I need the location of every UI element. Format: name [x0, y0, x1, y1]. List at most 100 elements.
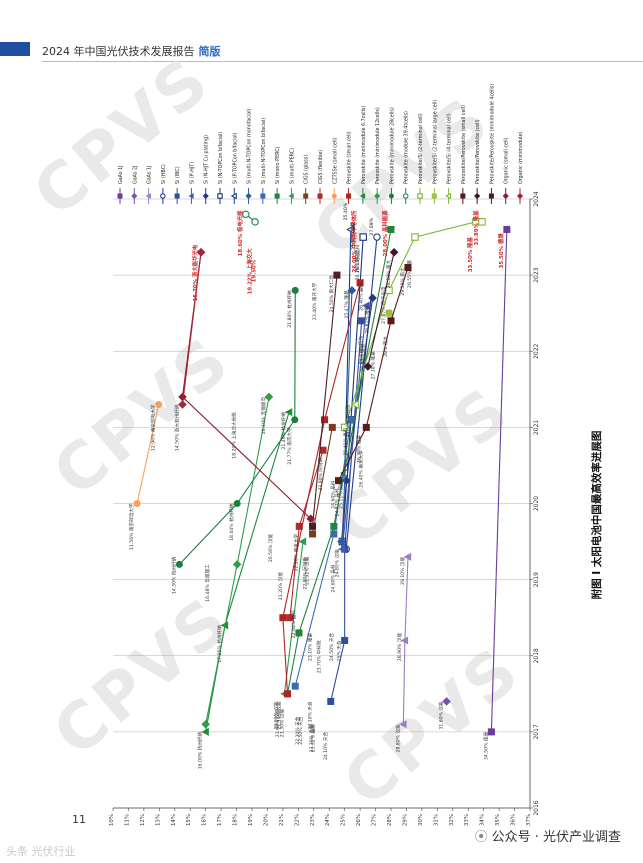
- annotation-label: 21.10% 汉能: [275, 701, 282, 730]
- legend-item: Si (HBC): [160, 164, 167, 204]
- data-point: [387, 225, 395, 233]
- year-tick-label: 2019: [533, 572, 540, 587]
- annotation-label: 23.10% 隆基: [306, 633, 313, 662]
- legend-item: Perovskite/Si (2-terminal large cell): [431, 100, 438, 204]
- efficiency-tick-label: 16%: [202, 814, 208, 826]
- data-point: [338, 537, 347, 546]
- annotation-label: 27.09%: [369, 217, 375, 235]
- annotation-label: 23.70% 中科院: [316, 640, 323, 673]
- data-point: [298, 537, 307, 546]
- efficiency-tick-label: 17%: [217, 814, 223, 826]
- data-point: [362, 301, 370, 310]
- legend-item: GaAs 1J: [145, 166, 153, 204]
- legend-item: GaAs 1J: [117, 166, 124, 204]
- annotation-label: 24.60% 晶科: [329, 564, 336, 593]
- legend-item: Perovskite (minimodule 12cells): [374, 107, 381, 204]
- legend-label: Perovskite/Si (4-terminal cell): [447, 113, 453, 184]
- data-point: [403, 552, 412, 561]
- legend-label: Si (N-TOPCon bifacial): [218, 132, 224, 184]
- legend-item: CIGS (glass): [303, 155, 310, 204]
- efficiency-tick-label: 34%: [480, 814, 486, 826]
- legend-item: Si (N-HJT Cu plating): [202, 135, 210, 204]
- series-group: [133, 401, 163, 507]
- series-line: [311, 275, 338, 527]
- annotation-label: 21.00% 汉能: [274, 709, 281, 738]
- legend-item: Si (multi-N-TOPCon bifacial): [260, 118, 267, 204]
- series-line: [136, 404, 160, 504]
- annotation-label: 20.90% 汉能: [272, 701, 279, 730]
- series-line: [312, 427, 333, 535]
- data-point: [442, 697, 451, 706]
- series-group: [284, 225, 395, 698]
- legend-swatch-marker: [402, 193, 409, 199]
- legend-swatch-marker: [359, 193, 366, 199]
- efficiency-tick-label: 10%: [109, 814, 115, 826]
- annotation-label: 22.30% 天合: [294, 716, 301, 745]
- annotation-label: 23.32% 晶澳: [310, 724, 317, 753]
- legend-item: Si (P-HJT): [188, 162, 195, 204]
- legend-label: CZTSSe (small cell): [332, 137, 338, 184]
- legend-label: Si (N-HJT Cu plating): [204, 135, 210, 184]
- data-point: [133, 499, 141, 507]
- annotation-label: 25.47% 隆基: [343, 290, 350, 319]
- series-group: [442, 697, 451, 706]
- series-group: [242, 210, 259, 226]
- annotation-label: 29.55% 隆基: [406, 260, 413, 289]
- legend-swatch-marker: [445, 192, 452, 200]
- legend-swatch-marker: [145, 193, 151, 199]
- annotation-label: 21.80% 杭州纤纳: [286, 290, 293, 328]
- annotation-label: 18.60% 极电光能: [236, 210, 244, 257]
- efficiency-tick-label: 31%: [433, 814, 439, 826]
- legend-item: Si (multi-PERC): [288, 148, 295, 204]
- data-point: [503, 225, 511, 233]
- annotation-label: 29.10% 南大: [399, 267, 406, 296]
- annotation-label: 23.20% 晶澳: [308, 724, 315, 753]
- legend-item: Perovskite/Perovskite (cell): [474, 119, 481, 204]
- legend-swatch-marker: [374, 192, 381, 200]
- data-point: [346, 224, 355, 234]
- data-point: [399, 720, 407, 729]
- efficiency-tick-label: 29%: [402, 814, 408, 826]
- data-point: [330, 522, 338, 530]
- legend-label: Perovskite (minimodule 6.7cells): [361, 106, 367, 184]
- efficiency-tick-label: 13%: [155, 814, 161, 826]
- legend-item: CIGS (flexible): [317, 150, 324, 204]
- legend-swatch-marker: [188, 193, 194, 199]
- series-line: [367, 252, 395, 367]
- data-point: [233, 499, 241, 507]
- annotation-label: 25.41% 晶科: [342, 427, 349, 456]
- legend-swatch-marker: [331, 193, 337, 199]
- legend-item: Si (N-TOPCon bifacial): [217, 132, 224, 204]
- annotation-label: 24.60% 晶科: [329, 480, 336, 509]
- legend-item: Perovskite (module 39.4tcells): [402, 111, 410, 204]
- legend-swatch-marker: [388, 193, 394, 199]
- annotation-label: 25.90% 隆基: [350, 221, 357, 250]
- data-point: [373, 233, 381, 241]
- header-title-text: 2024 年中国光伏技术发展报告: [42, 45, 195, 58]
- data-point: [347, 286, 357, 295]
- data-point: [478, 218, 486, 226]
- series-line: [282, 282, 361, 694]
- efficiency-tick-label: 33%: [464, 814, 470, 826]
- legend-label: Si (multi-N-TOPCon bifacial): [261, 118, 267, 184]
- header-accent-bar: [0, 42, 30, 56]
- efficiency-tick-label: 19%: [248, 814, 254, 826]
- legend-swatch-marker: [117, 193, 123, 199]
- annotation-label: 22.92% 汉能: [304, 556, 311, 585]
- annotation-label: 14.50% 浙大杭州纤纳: [174, 404, 181, 451]
- series-group: [399, 552, 412, 729]
- series-line: [205, 411, 290, 732]
- series-group: [309, 271, 341, 530]
- data-point: [155, 401, 163, 409]
- data-point: [404, 264, 412, 272]
- chart-legend: GaAs 1J GaAs 2J GaAs 1J Si (HBC) Si (IBC) Si …: [117, 84, 524, 204]
- legend-item: Si (IBC): [174, 166, 181, 204]
- page-number: 11: [72, 813, 86, 826]
- efficiency-tick-label: 24%: [325, 814, 331, 826]
- legend-swatch-marker: [217, 193, 223, 199]
- chart-series: [133, 210, 511, 736]
- data-point: [201, 727, 209, 736]
- annotation-label: 15.70% 浙大能华光电: [191, 244, 199, 301]
